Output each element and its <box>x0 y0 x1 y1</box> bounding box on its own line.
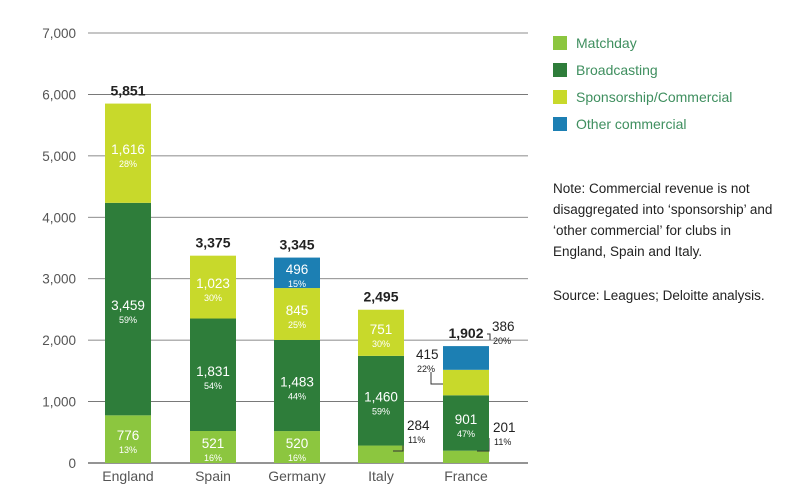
legend-item-other-commercial: Other commercial <box>553 110 732 137</box>
y-tick-label: 3,000 <box>42 272 76 287</box>
percent-label: 59% <box>372 407 390 417</box>
y-tick-label: 4,000 <box>42 210 76 225</box>
total-label: 1,902 <box>448 325 483 341</box>
total-label: 5,851 <box>110 83 145 99</box>
bar-segment <box>105 415 151 463</box>
bar-segment <box>105 202 151 416</box>
x-tick-label: Italy <box>368 468 394 484</box>
bar-segment <box>443 450 489 463</box>
legend-swatch-matchday <box>553 35 567 50</box>
percent-label: 13% <box>119 445 137 455</box>
percent-label: 47% <box>457 429 475 439</box>
legend-item-sponsorship: Sponsorship/Commercial <box>553 83 732 110</box>
legend-swatch-other-commercial <box>553 116 567 131</box>
y-tick-label: 0 <box>68 456 76 471</box>
legend-label: Matchday <box>576 34 637 51</box>
data-label: 1,460 <box>364 390 398 405</box>
bar-segment <box>358 309 404 356</box>
x-tick-label: Spain <box>195 468 231 484</box>
data-label: 1,023 <box>196 276 230 291</box>
bar-segment <box>443 369 489 396</box>
x-tick-label: England <box>102 468 153 484</box>
bar-segment <box>358 445 404 463</box>
chart-source: Source: Leagues; Deloitte analysis. <box>553 288 765 303</box>
percent-label: 22% <box>417 364 435 374</box>
data-label: 845 <box>286 303 309 318</box>
data-label: 201 <box>493 420 516 435</box>
bar-segment <box>443 395 489 451</box>
data-label: 521 <box>202 436 225 451</box>
bar-segment <box>274 339 320 432</box>
data-label: 1,483 <box>280 375 314 390</box>
bar-segment <box>358 355 404 446</box>
legend: Matchday Broadcasting Sponsorship/Commer… <box>553 29 732 137</box>
x-tick-label: France <box>444 468 488 484</box>
data-label: 415 <box>416 347 439 362</box>
percent-label: 15% <box>288 279 306 289</box>
legend-label: Broadcasting <box>576 61 658 78</box>
percent-label: 28% <box>119 159 137 169</box>
y-tick-label: 2,000 <box>42 333 76 348</box>
bar-segment <box>274 431 320 463</box>
bar-segment <box>190 318 236 431</box>
total-label: 2,495 <box>363 289 398 305</box>
percent-label: 59% <box>119 315 137 325</box>
bar-segment <box>105 103 151 203</box>
percent-label: 16% <box>204 453 222 463</box>
data-label: 3,459 <box>111 298 145 313</box>
stacked-bar-chart: 0 1,000 2,000 3,000 4,000 5,000 6,000 7,000 776 1… <box>42 26 528 484</box>
legend-swatch-sponsorship <box>553 89 567 104</box>
percent-label: 16% <box>288 453 306 463</box>
percent-label: 25% <box>288 320 306 330</box>
data-label: 901 <box>455 412 478 427</box>
bar-segment <box>190 430 236 463</box>
y-tick-label: 1,000 <box>42 395 76 410</box>
percent-label: 30% <box>204 293 222 303</box>
y-tick-label: 7,000 <box>42 26 76 41</box>
y-tick-label: 6,000 <box>42 87 76 102</box>
total-label: 3,345 <box>279 237 314 253</box>
percent-label: 44% <box>288 392 306 402</box>
callout-line <box>487 333 491 340</box>
legend-label: Sponsorship/Commercial <box>576 88 733 105</box>
percent-label: 30% <box>372 339 390 349</box>
chart-note: Note: Commercial revenue is not disaggre… <box>553 181 773 259</box>
total-label: 3,375 <box>195 235 230 251</box>
percent-label: 54% <box>204 381 222 391</box>
legend-label: Other commercial <box>576 115 687 132</box>
data-label: 776 <box>117 428 140 443</box>
legend-item-matchday: Matchday <box>553 29 732 56</box>
legend-item-broadcasting: Broadcasting <box>553 56 732 83</box>
data-label: 520 <box>286 436 309 451</box>
percent-label: 20% <box>493 336 511 346</box>
bar-segment <box>274 288 320 340</box>
percent-label: 11% <box>408 435 425 445</box>
x-tick-label: Germany <box>268 468 326 484</box>
bar-segment <box>443 346 489 370</box>
data-label: 751 <box>370 322 393 337</box>
bar-segment <box>190 255 236 319</box>
bar-segment <box>274 257 320 289</box>
data-label: 1,616 <box>111 142 145 157</box>
data-label: 386 <box>492 319 515 334</box>
data-label: 1,831 <box>196 364 230 379</box>
percent-label: 11% <box>494 437 511 447</box>
data-label: 284 <box>407 418 430 433</box>
data-label: 496 <box>286 262 309 277</box>
legend-swatch-broadcasting <box>553 62 567 77</box>
y-tick-label: 5,000 <box>42 149 76 164</box>
callout-line <box>430 372 443 385</box>
